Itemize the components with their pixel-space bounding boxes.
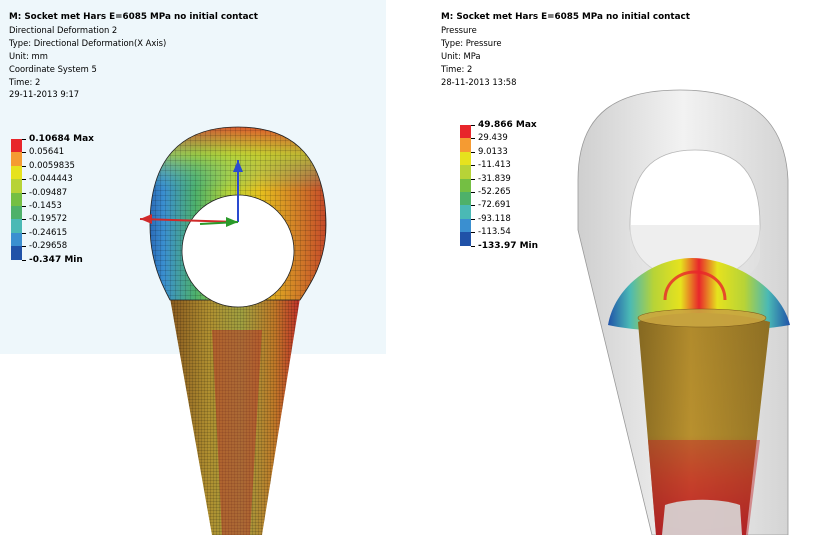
result-unit: Unit: MPa [441, 50, 481, 61]
legend-tick [471, 165, 475, 167]
result-time: Time: 2 [441, 63, 473, 74]
legend-tick [22, 219, 26, 221]
legend-color-swatch [11, 165, 22, 180]
legend-color-swatch [11, 179, 22, 193]
legend-color-swatch [460, 165, 471, 179]
legend-tick [471, 205, 475, 207]
legend-value-label: 9.0133 [478, 146, 508, 157]
legend-value-label: 0.05641 [29, 147, 65, 158]
result-name: Pressure [441, 24, 477, 35]
legend-color-swatch [460, 218, 471, 233]
model-title: M: Socket met Hars E=6085 MPa no initial… [441, 12, 690, 22]
legend-tick [22, 246, 26, 248]
pressure-viewport[interactable]: M: Socket met Hars E=6085 MPa no initial… [430, 0, 821, 535]
legend-value-label: -0.29658 [29, 241, 68, 252]
legend-value-label: -0.347 Min [29, 254, 83, 265]
legend-color-swatch [11, 192, 22, 206]
legend-value-label: -93.118 [478, 213, 511, 224]
result-type: Type: Pressure [441, 37, 502, 48]
result-name: Directional Deformation 2 [9, 24, 118, 35]
result-date: 29-11-2013 9:17 [9, 89, 80, 100]
legend-tick [471, 178, 475, 180]
model-title: M: Socket met Hars E=6085 MPa no initial… [9, 12, 258, 22]
legend-color-swatch [460, 205, 471, 219]
legend-tick [471, 125, 475, 126]
deformation-viewport[interactable]: M: Socket met Hars E=6085 MPa no initial… [0, 0, 390, 535]
legend-value-label: -72.691 [478, 200, 511, 211]
result-date: 28-11-2013 13:58 [441, 76, 517, 87]
legend-value-label: -0.044443 [29, 174, 73, 185]
legend-value-label: -52.265 [478, 186, 511, 197]
legend-value-label: -0.19572 [29, 214, 68, 225]
legend-value-label: 0.0059835 [29, 160, 75, 171]
legend-value-label: -0.1453 [29, 200, 62, 211]
legend-tick [22, 205, 26, 207]
legend-value-label: -31.839 [478, 173, 511, 184]
legend-color-swatch [460, 232, 471, 246]
legend-color-swatch [460, 178, 471, 192]
legend-color-swatch [11, 205, 22, 220]
legend-color-swatch [460, 191, 471, 206]
result-time: Time: 2 [9, 76, 41, 87]
legend-value-label: 29.439 [478, 133, 508, 144]
deformation-model-view [139, 126, 327, 535]
legend-tick [471, 138, 475, 140]
legend-value-label: -11.413 [478, 160, 511, 171]
legend-value-label: -0.24615 [29, 227, 68, 238]
legend-color-swatch [11, 232, 22, 247]
coordinate-triad [139, 160, 243, 227]
legend-color-swatch [11, 152, 22, 166]
legend-value-label: 0.10684 Max [29, 134, 94, 144]
legend-color-swatch [460, 138, 471, 152]
legend-tick [22, 179, 26, 181]
legend-tick [22, 232, 26, 234]
result-unit: Unit: mm [9, 50, 48, 61]
legend-tick [22, 139, 26, 140]
result-type: Type: Directional Deformation(X Axis) [9, 37, 167, 48]
result-coordinate-system: Coordinate System 5 [9, 63, 97, 74]
legend-color-swatch [460, 125, 471, 139]
result-header: M: Socket met Hars E=6085 MPa no initial… [9, 11, 258, 101]
legend-tick [22, 165, 26, 167]
legend-value-label: -0.09487 [29, 187, 68, 198]
legend-value-label: -113.54 [478, 227, 511, 238]
legend-tick [22, 259, 26, 261]
legend-color-swatch [460, 151, 471, 166]
legend-tick [471, 151, 475, 153]
legend-color-swatch [11, 139, 22, 153]
legend-tick [471, 245, 475, 247]
result-header: M: Socket met Hars E=6085 MPa no initial… [441, 11, 690, 88]
legend-color-swatch [11, 246, 22, 260]
legend-value-label: 49.866 Max [478, 120, 537, 130]
pressure-model-view [577, 89, 790, 535]
legend-tick [471, 218, 475, 220]
legend-tick [471, 232, 475, 234]
legend-tick [22, 152, 26, 154]
legend-value-label: -133.97 Min [478, 240, 539, 251]
legend-tick [22, 192, 26, 194]
legend-tick [471, 191, 475, 193]
legend-color-swatch [11, 219, 22, 233]
